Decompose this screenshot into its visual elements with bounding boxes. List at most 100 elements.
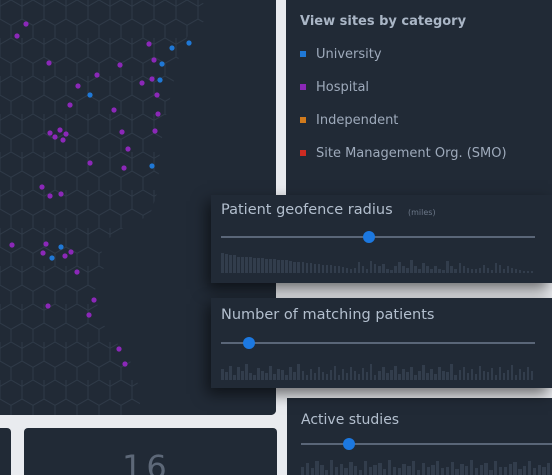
hospital-site-marker[interactable] [139,80,145,86]
legend-item-smo[interactable]: Site Management Org. (SMO) [300,143,507,163]
histogram-bar [431,464,435,475]
hospital-site-marker[interactable] [57,127,63,133]
histogram-bar [325,373,329,380]
hospital-site-marker[interactable] [60,137,66,143]
hospital-site-marker[interactable] [117,62,123,68]
histogram-bar [442,371,445,380]
hospital-site-marker[interactable] [86,312,92,318]
histogram-bar [406,371,409,380]
university-site-marker[interactable] [159,61,165,67]
hospital-site-marker[interactable] [62,253,68,259]
slider-track[interactable] [301,443,552,445]
histogram-bar [479,464,483,475]
histogram-bar [422,364,425,380]
histogram-bar [390,370,393,380]
hospital-site-marker[interactable] [9,242,15,248]
hospital-site-marker[interactable] [121,165,127,171]
hospital-site-marker[interactable] [146,41,152,47]
hospital-site-marker[interactable] [43,241,49,247]
histogram-bar [446,371,449,380]
histogram-bar [466,267,470,273]
histogram-bar [320,464,324,475]
legend-item-hospital[interactable]: Hospital [300,77,369,97]
hospital-site-marker[interactable] [40,250,46,256]
histogram-bar [245,257,248,273]
legend-item-independent[interactable]: Independent [300,110,398,130]
hospital-site-marker[interactable] [122,361,128,367]
histogram-bar [402,369,405,380]
histogram-bar [373,264,377,273]
hospital-site-marker[interactable] [63,131,69,137]
histogram-bar [265,258,268,273]
histogram-bar [418,268,421,273]
histogram-bar [317,264,321,273]
hospital-site-marker[interactable] [47,193,53,199]
histogram-bar [321,371,325,380]
hospital-site-marker[interactable] [125,146,131,152]
histogram-bar [301,371,305,380]
hospital-site-marker[interactable] [68,249,74,255]
histogram-bar [349,268,353,273]
hospital-site-marker[interactable] [154,92,160,98]
hospital-site-marker[interactable] [45,303,51,309]
hospital-site-marker[interactable] [149,76,155,82]
slider-track[interactable] [221,236,535,238]
histogram-bar [482,371,486,380]
university-site-marker[interactable] [169,45,175,51]
hospital-site-marker[interactable] [116,346,122,352]
histogram-bar [434,373,437,380]
hospital-site-marker[interactable] [94,72,100,78]
histogram-bar [321,264,325,273]
histogram-bar [386,372,389,380]
slider-thumb[interactable] [342,438,355,450]
hospital-site-marker[interactable] [58,191,64,197]
hospital-site-marker[interactable] [155,111,161,117]
histogram-bar [305,463,310,475]
university-site-marker[interactable] [186,40,192,46]
university-site-marker[interactable] [58,244,64,250]
university-site-marker[interactable] [49,255,55,261]
histogram-bar [502,372,506,380]
hospital-site-marker[interactable] [87,160,93,166]
histogram-bar [341,369,345,380]
histogram-bar [470,369,474,380]
hospital-site-marker[interactable] [47,130,53,136]
slider-thumb[interactable] [362,231,375,243]
slider-track[interactable] [221,342,535,344]
hospital-site-marker[interactable] [119,129,125,135]
slider-title: Patient geofence radius [221,202,393,218]
histogram-bar [237,256,240,273]
university-site-marker[interactable] [87,92,93,98]
histogram-bar [233,374,236,380]
histogram-bar [494,461,498,475]
legend-item-university[interactable]: University [300,44,382,64]
hospital-site-marker[interactable] [52,134,58,140]
hospital-site-marker[interactable] [75,83,81,89]
histogram-bar [289,260,292,273]
active-studies-filter: Active studies [287,398,552,475]
histogram-bar [474,468,479,475]
histogram-bar [398,262,401,273]
university-site-marker[interactable] [149,163,155,169]
hospital-site-marker[interactable] [39,184,45,190]
histogram-bar [402,463,406,475]
hospital-site-marker[interactable] [152,128,158,134]
histogram-bar [450,363,453,380]
histogram-bar [398,373,401,380]
slider-thumb[interactable] [243,337,256,349]
hospital-site-marker[interactable] [46,60,52,66]
legend-label: Site Management Org. (SMO) [316,145,507,161]
histogram-bar [426,372,429,380]
hospital-site-marker[interactable] [151,57,157,63]
university-site-marker[interactable] [157,77,163,83]
hospital-site-marker[interactable] [23,21,29,27]
hospital-site-marker[interactable] [74,269,80,275]
hospital-site-marker[interactable] [111,107,117,113]
histogram-bar [273,258,276,273]
hospital-site-marker[interactable] [67,102,73,108]
histogram-bar [494,263,498,273]
hospital-site-marker[interactable] [91,297,97,303]
histogram-bar [498,466,503,475]
histogram-bar [358,469,363,475]
hospital-site-marker[interactable] [14,33,20,39]
